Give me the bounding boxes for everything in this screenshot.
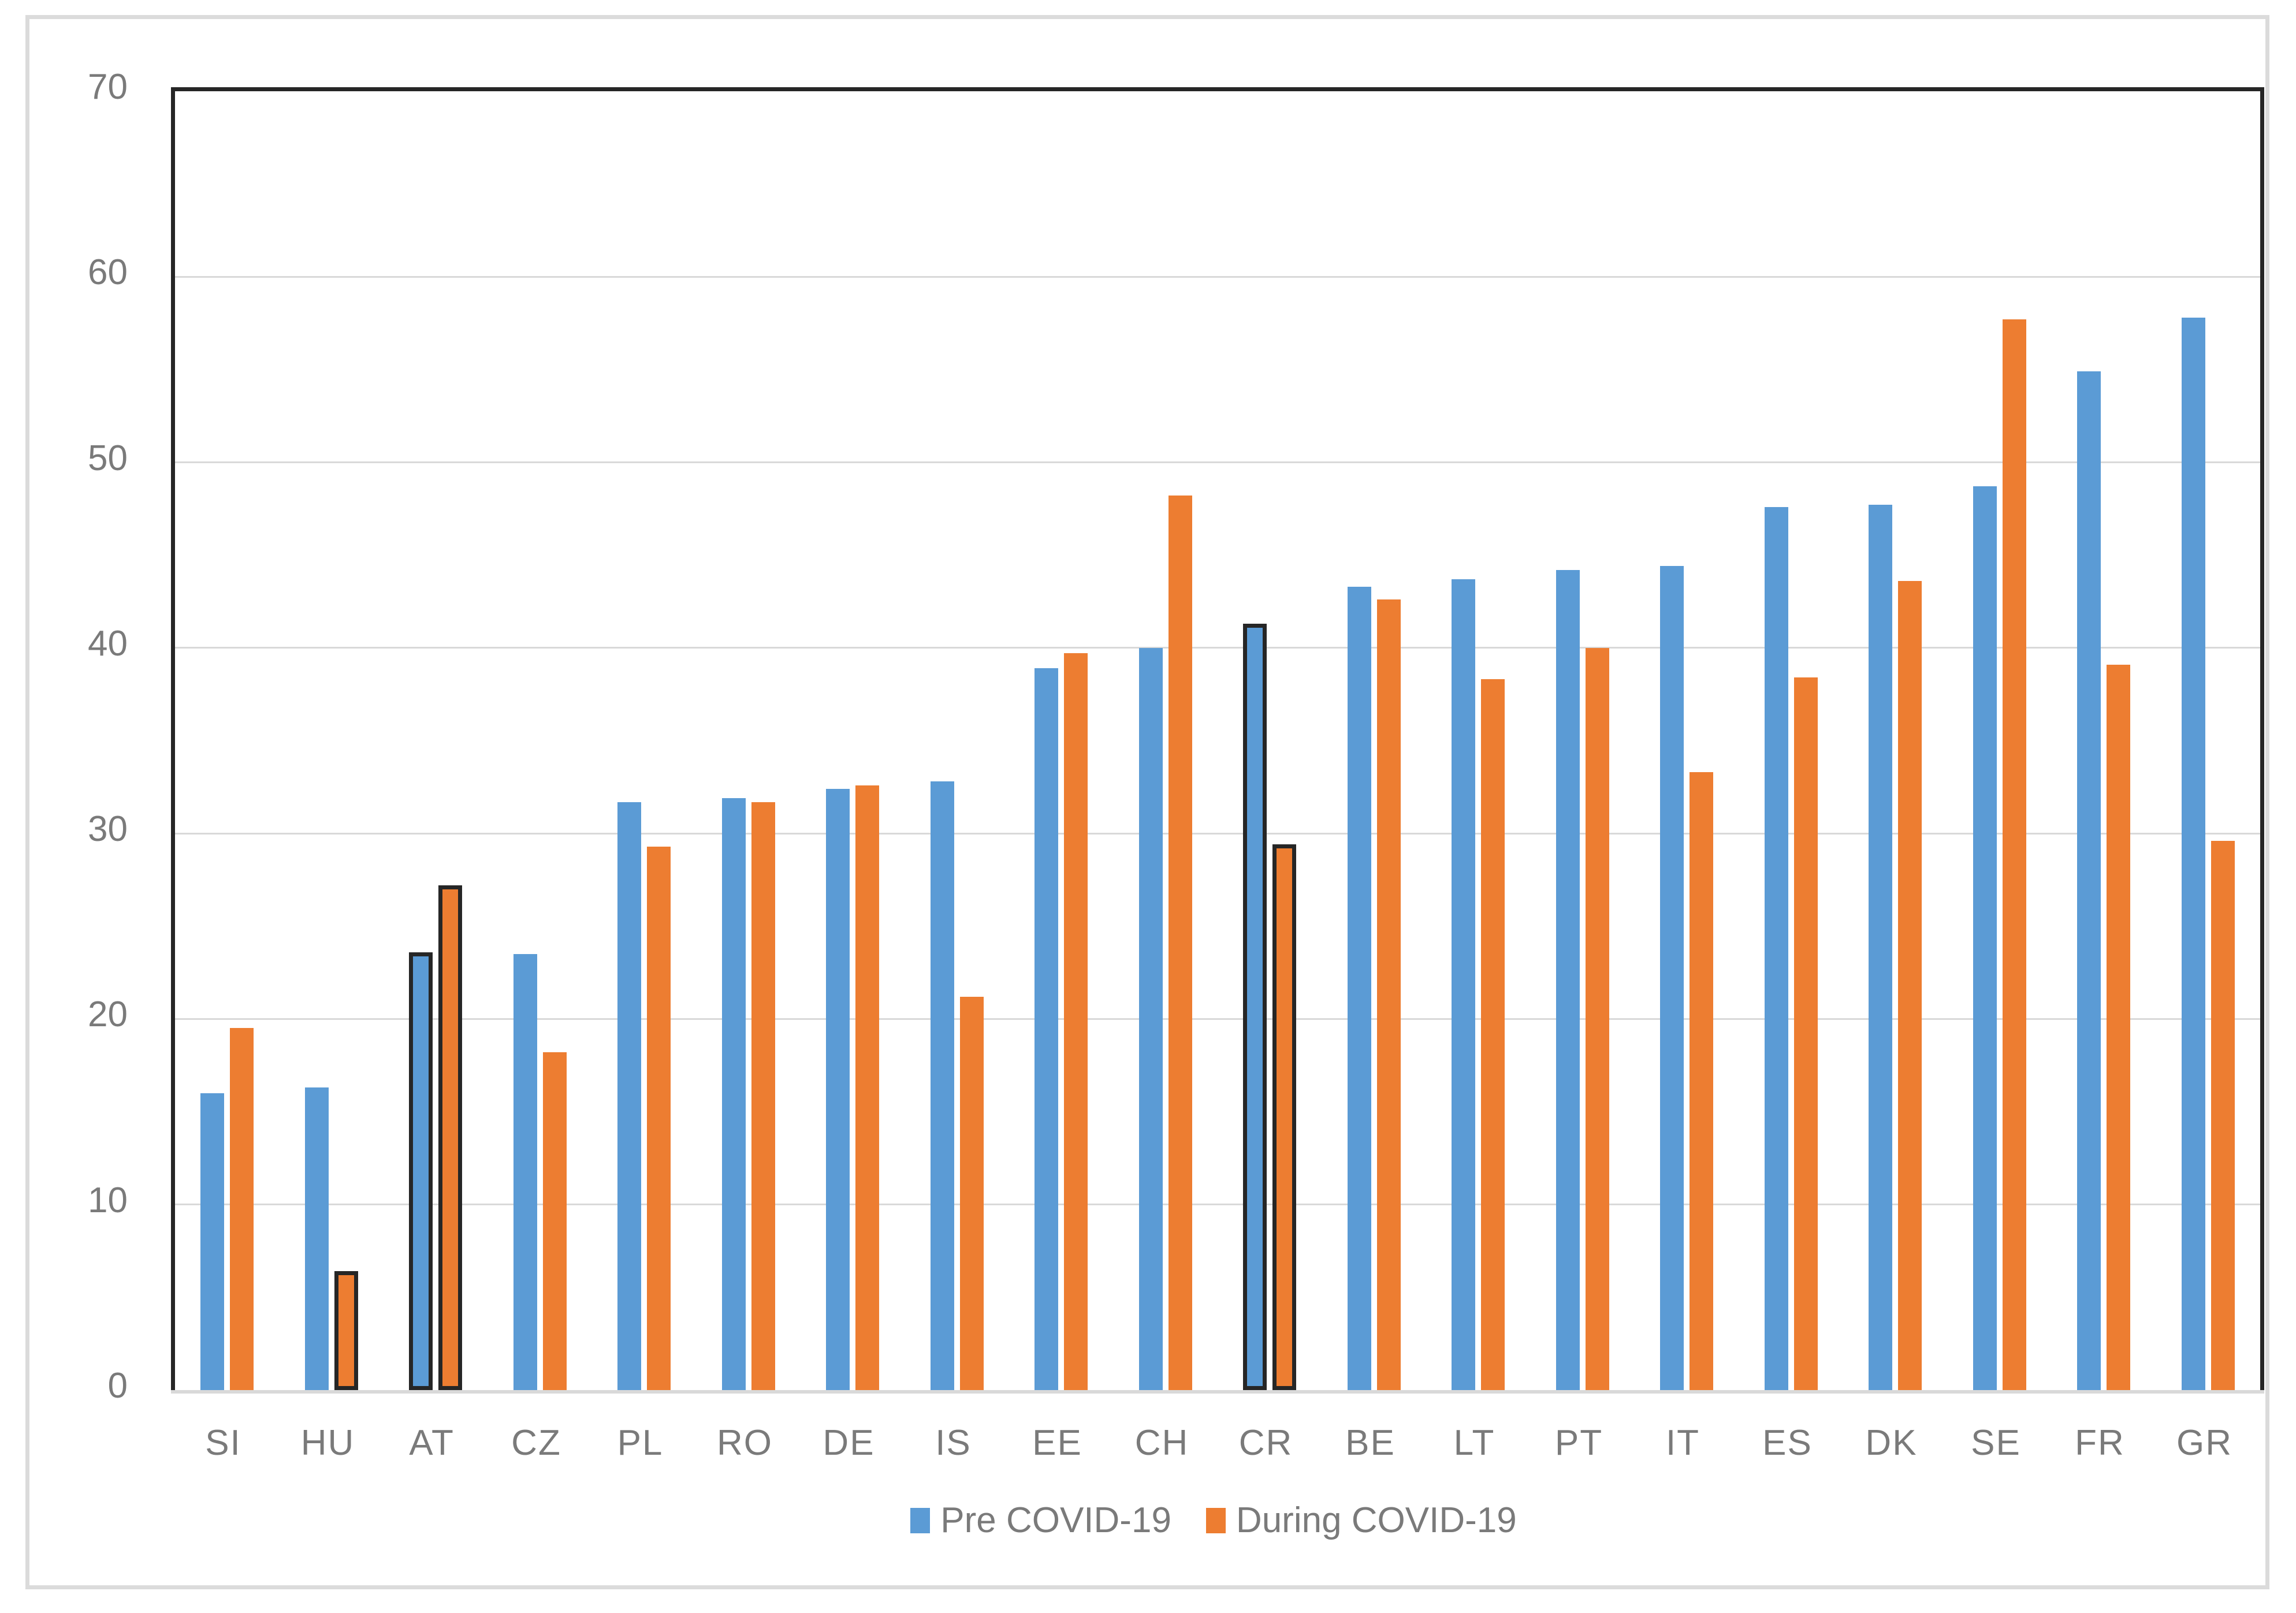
bar-pre-SI	[200, 1093, 224, 1390]
legend-item-during-covid: During COVID-19	[1205, 1500, 1517, 1541]
legend-swatch-pre-covid	[910, 1508, 931, 1533]
legend: Pre COVID-19 During COVID-19	[171, 1495, 2256, 1546]
bar-pre-AT	[409, 952, 433, 1390]
y-tick-label-40: 40	[88, 623, 128, 664]
legend-item-pre-covid: Pre COVID-19	[910, 1500, 1171, 1541]
bar-during-IS	[960, 997, 984, 1390]
bar-during-IT	[1690, 772, 1713, 1390]
chart-frame: 0 10 20 30 40 50 60 70 SI HU AT CZ PL RO DE IS EE CH CR BE…	[25, 15, 2269, 1589]
bar-during-PT	[1586, 648, 1609, 1390]
x-category-label-EE: EE	[1032, 1423, 1082, 1463]
x-category-label-IT: IT	[1665, 1423, 1700, 1463]
gridline-30	[175, 832, 2260, 835]
bar-pre-RO	[722, 798, 746, 1390]
y-tick-label-20: 20	[88, 994, 128, 1035]
bar-during-PL	[647, 847, 671, 1390]
bar-during-DK	[1898, 581, 1922, 1390]
x-category-label-FR: FR	[2075, 1423, 2125, 1463]
gridline-40	[175, 647, 2260, 649]
bar-pre-PL	[617, 802, 641, 1390]
bar-during-HU	[334, 1271, 358, 1390]
x-category-label-BE: BE	[1345, 1423, 1396, 1463]
x-category-label-CR: CR	[1238, 1423, 1293, 1463]
bar-during-SE	[2003, 319, 2026, 1390]
bar-during-FR	[2107, 665, 2130, 1390]
y-tick-label-70: 70	[88, 67, 128, 107]
gridline-10	[175, 1204, 2260, 1206]
y-tick-label-60: 60	[88, 252, 128, 293]
gridline-60	[175, 275, 2260, 278]
bar-pre-CH	[1139, 648, 1163, 1390]
x-category-label-CZ: CZ	[511, 1423, 561, 1463]
bar-pre-GR	[2182, 318, 2205, 1390]
bar-pre-BE	[1348, 587, 1371, 1390]
bar-during-GR	[2211, 841, 2235, 1390]
x-category-label-SE: SE	[1971, 1423, 2021, 1463]
x-category-label-HU: HU	[300, 1423, 355, 1463]
x-category-label-LT: LT	[1453, 1423, 1495, 1463]
x-category-label-IS: IS	[935, 1423, 972, 1463]
bar-pre-HU	[305, 1087, 329, 1390]
gridline-50	[175, 461, 2260, 464]
x-category-label-GR: GR	[2176, 1423, 2232, 1463]
bar-during-CH	[1169, 496, 1192, 1390]
x-category-label-CH: CH	[1134, 1423, 1189, 1463]
bar-pre-DK	[1869, 505, 1892, 1390]
x-category-label-PL: PL	[617, 1423, 664, 1463]
bar-during-ES	[1794, 677, 1818, 1390]
bar-during-CZ	[543, 1052, 567, 1390]
gridline-20	[175, 1018, 2260, 1020]
bar-during-RO	[751, 802, 775, 1390]
bar-pre-PT	[1556, 570, 1580, 1390]
bar-pre-LT	[1452, 579, 1475, 1390]
x-category-label-SI: SI	[205, 1423, 241, 1463]
bar-pre-SE	[1973, 486, 1997, 1390]
bar-during-CR	[1272, 844, 1296, 1390]
bar-pre-FR	[2077, 371, 2101, 1390]
y-tick-label-30: 30	[88, 809, 128, 850]
bar-during-SI	[230, 1028, 254, 1390]
bar-pre-ES	[1765, 507, 1788, 1390]
y-tick-label-50: 50	[88, 438, 128, 478]
bar-during-DE	[855, 785, 879, 1390]
bar-during-AT	[438, 885, 462, 1390]
x-category-label-RO: RO	[717, 1423, 773, 1463]
legend-swatch-during-covid	[1205, 1508, 1226, 1533]
bar-during-LT	[1481, 679, 1505, 1390]
x-axis-line	[171, 1390, 2264, 1394]
bar-during-EE	[1064, 653, 1088, 1390]
legend-label-during-covid: During COVID-19	[1236, 1500, 1517, 1540]
x-category-label-ES: ES	[1762, 1423, 1813, 1463]
bar-pre-DE	[826, 789, 850, 1390]
x-category-label-DE: DE	[823, 1423, 875, 1463]
bar-pre-CZ	[513, 954, 537, 1390]
x-category-label-PT: PT	[1554, 1423, 1603, 1463]
plot-area	[171, 87, 2264, 1394]
y-tick-label-0: 0	[107, 1366, 128, 1406]
y-tick-label-10: 10	[88, 1180, 128, 1220]
bar-pre-CR	[1243, 624, 1267, 1390]
x-category-label-AT: AT	[409, 1423, 455, 1463]
bar-pre-IT	[1660, 566, 1684, 1390]
bar-during-BE	[1377, 599, 1401, 1390]
bar-pre-IS	[931, 781, 954, 1390]
x-category-label-DK: DK	[1865, 1423, 1918, 1463]
bar-pre-EE	[1034, 668, 1058, 1390]
legend-label-pre-covid: Pre COVID-19	[940, 1500, 1171, 1540]
